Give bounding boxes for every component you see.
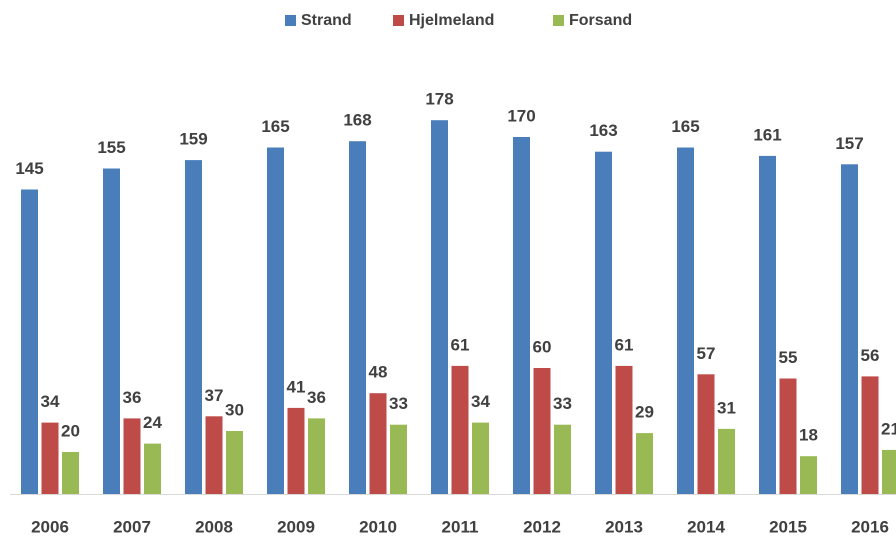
data-label: 36	[307, 388, 326, 407]
bar	[369, 393, 387, 494]
legend-label: Strand	[301, 12, 352, 29]
bar	[533, 368, 551, 494]
x-tick-label: 2015	[769, 517, 807, 536]
x-tick-label: 2014	[687, 517, 725, 536]
x-tick-label: 2009	[277, 517, 315, 536]
bar	[123, 418, 141, 494]
bar	[451, 365, 469, 494]
bar	[226, 431, 243, 494]
data-label: 34	[41, 392, 60, 411]
x-tick-label: 2006	[31, 517, 69, 536]
data-label: 170	[507, 106, 535, 125]
data-label: 161	[753, 125, 781, 144]
x-tick-label: 2012	[523, 517, 561, 536]
bar	[595, 151, 612, 494]
bar	[861, 376, 879, 494]
bar	[882, 449, 896, 494]
legend-label: Hjelmeland	[409, 12, 494, 29]
x-tick-label: 2007	[113, 517, 151, 536]
x-tick-label: 2016	[851, 517, 889, 536]
data-label: 31	[717, 398, 736, 417]
data-label: 36	[123, 388, 142, 407]
data-label: 61	[451, 335, 470, 354]
bar	[205, 416, 223, 494]
data-label: 159	[179, 130, 207, 149]
data-label: 165	[671, 117, 699, 136]
data-label: 33	[553, 394, 572, 413]
bar	[308, 418, 325, 494]
x-tick-label: 2011	[442, 517, 479, 536]
data-label: 21	[881, 419, 896, 438]
bar	[21, 189, 38, 494]
data-label: 61	[615, 335, 634, 354]
bar	[144, 443, 161, 494]
bar	[718, 428, 735, 494]
bar	[431, 120, 448, 494]
x-tick-label: 2008	[195, 517, 233, 536]
data-label: 24	[143, 413, 162, 432]
data-label: 48	[369, 363, 388, 382]
data-label: 55	[779, 348, 798, 367]
data-label: 157	[835, 134, 863, 153]
x-tick-label: 2010	[359, 517, 397, 536]
bar	[390, 424, 407, 494]
bar	[800, 456, 817, 494]
data-label: 33	[389, 394, 408, 413]
bar	[62, 452, 79, 494]
data-label: 168	[343, 111, 371, 130]
data-label: 60	[533, 337, 552, 356]
bar	[472, 422, 489, 494]
bar	[513, 137, 530, 494]
data-label: 30	[225, 400, 244, 419]
data-label: 165	[261, 117, 289, 136]
data-label: 37	[205, 386, 224, 405]
bar	[636, 433, 653, 494]
data-label: 155	[97, 138, 125, 157]
bar	[677, 147, 694, 494]
bar	[287, 407, 305, 494]
legend-swatch	[393, 15, 404, 26]
bar	[554, 424, 571, 494]
bar	[185, 160, 202, 494]
data-label: 56	[861, 346, 880, 365]
legend-swatch	[285, 15, 296, 26]
data-label: 145	[15, 159, 43, 178]
bar	[697, 374, 715, 494]
bar	[615, 365, 633, 494]
data-label: 178	[425, 90, 453, 109]
legend-label: Forsand	[569, 12, 632, 29]
data-label: 41	[287, 377, 306, 396]
data-label: 34	[471, 392, 490, 411]
data-label: 57	[697, 344, 716, 363]
bar	[267, 147, 284, 494]
bar	[103, 168, 120, 494]
bar	[349, 141, 366, 494]
bar	[759, 155, 776, 494]
x-tick-label: 2013	[605, 517, 643, 536]
data-label: 29	[635, 403, 654, 422]
legend-swatch	[553, 15, 564, 26]
bar	[841, 164, 858, 495]
bar	[41, 422, 59, 494]
bar	[779, 378, 797, 494]
data-label: 20	[61, 421, 80, 440]
data-label: 163	[589, 121, 617, 140]
data-label: 18	[799, 426, 818, 445]
